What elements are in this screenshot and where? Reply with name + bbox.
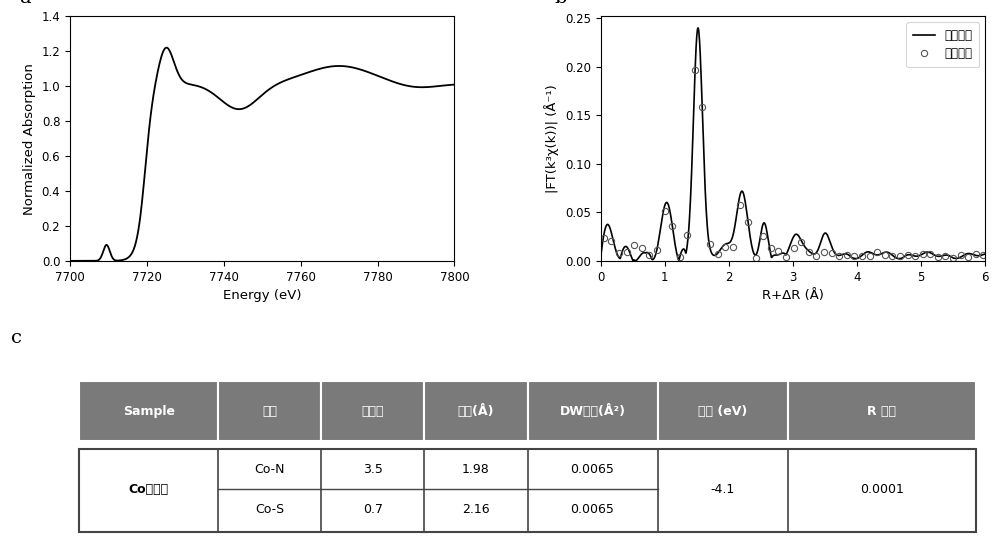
Text: Co单原子: Co单原子 — [129, 483, 169, 496]
Text: c: c — [11, 329, 22, 347]
实验数据 — [630, 257, 642, 264]
Text: Co-S: Co-S — [255, 503, 284, 516]
Text: Sample: Sample — [123, 405, 175, 417]
Text: 能移 (eV): 能移 (eV) — [698, 405, 747, 417]
实验数据 — [665, 214, 677, 221]
实验数据 — [595, 255, 607, 261]
Text: 配位数: 配位数 — [362, 405, 384, 417]
实验数据 — [692, 25, 704, 31]
模拟数据 — [947, 255, 959, 261]
Text: 0.7: 0.7 — [363, 503, 383, 516]
模拟数据 — [643, 252, 655, 259]
实验数据 — [823, 235, 835, 241]
实验数据 — [736, 188, 748, 195]
Line: 模拟数据: 模拟数据 — [601, 66, 1000, 261]
Y-axis label: Normalized Absorption: Normalized Absorption — [23, 63, 36, 215]
模拟数据 — [689, 66, 701, 73]
Text: DW因子(Å²): DW因子(Å²) — [560, 404, 626, 418]
Text: a: a — [20, 0, 32, 7]
Text: 0.0065: 0.0065 — [571, 503, 614, 516]
Legend: 实验数据, 模拟数据: 实验数据, 模拟数据 — [906, 22, 979, 67]
实验数据 — [814, 241, 826, 247]
X-axis label: Energy (eV): Energy (eV) — [223, 289, 301, 302]
Y-axis label: |FT(k³χ(k))| (Å⁻¹): |FT(k³χ(k))| (Å⁻¹) — [544, 84, 559, 193]
模拟数据 — [704, 240, 716, 247]
Text: b: b — [554, 0, 567, 7]
Text: 3.5: 3.5 — [363, 463, 383, 476]
实验数据 — [776, 250, 788, 257]
模拟数据 — [674, 253, 686, 260]
Text: 配位: 配位 — [262, 405, 277, 417]
Line: 实验数据: 实验数据 — [601, 28, 1000, 261]
Text: Co-N: Co-N — [254, 463, 285, 476]
Text: -4.1: -4.1 — [710, 483, 735, 496]
Text: 键长(Å): 键长(Å) — [458, 404, 494, 418]
Text: 1.98: 1.98 — [462, 463, 490, 476]
实验数据 — [650, 250, 662, 256]
模拟数据 — [757, 233, 769, 239]
Text: R 因子: R 因子 — [867, 405, 896, 417]
模拟数据 — [598, 235, 610, 241]
X-axis label: R+ΔR (Å): R+ΔR (Å) — [762, 289, 824, 302]
模拟数据 — [977, 252, 989, 258]
Text: 2.16: 2.16 — [462, 503, 490, 516]
Text: 0.0065: 0.0065 — [571, 463, 614, 476]
Text: 0.0001: 0.0001 — [860, 483, 904, 496]
